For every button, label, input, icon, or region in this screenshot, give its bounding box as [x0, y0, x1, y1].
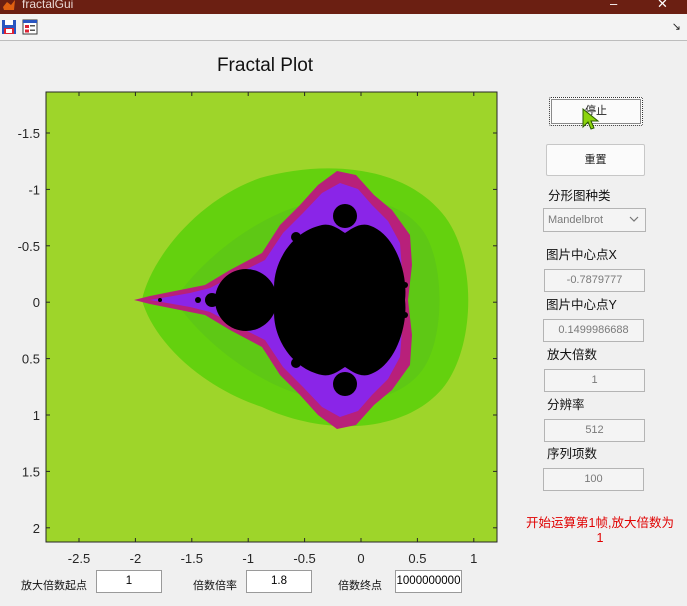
matlab-app-icon	[3, 0, 15, 10]
x-axis: -2.5 -2 -1.5 -1 -0.5 0 0.5 1	[68, 92, 477, 566]
zoom-field[interactable]: 1	[544, 369, 645, 392]
zoom-rate-field[interactable]: 1.8	[246, 570, 312, 593]
terms-field[interactable]: 100	[543, 468, 644, 491]
terms-label: 序列项数	[547, 447, 598, 461]
y-tick-label: 0	[33, 295, 40, 310]
y-tick-label: 2	[33, 521, 40, 536]
close-button[interactable]: ✕	[657, 0, 668, 11]
zoom-end-label: 倍数终点	[338, 580, 382, 592]
x-tick-label: -2	[130, 551, 142, 566]
center-y-field[interactable]: 0.1499986688	[543, 319, 644, 342]
y-tick-label: 0.5	[22, 352, 40, 367]
y-tick-label: -1	[28, 182, 40, 197]
mouse-cursor-icon	[582, 108, 600, 130]
y-axis: -1.5 -1 -0.5 0 0.5 1 1.5 2	[18, 126, 497, 536]
save-icon[interactable]	[1, 19, 17, 35]
y-tick-label: -0.5	[18, 239, 40, 254]
mandelbrot-set	[158, 204, 408, 396]
fractal-type-label: 分形图种类	[548, 189, 611, 203]
y-tick-label: 1.5	[22, 464, 40, 479]
reset-button[interactable]: 重置	[546, 144, 645, 176]
y-tick-label: 1	[33, 408, 40, 423]
center-x-label: 图片中心点X	[546, 248, 617, 262]
zoom-start-field[interactable]: 1	[96, 570, 162, 593]
toolbar: ↘	[0, 14, 687, 41]
window-title: fractalGui	[22, 0, 74, 11]
y-tick-label: -1.5	[18, 126, 40, 141]
zoom-start-label: 放大倍数起点	[21, 580, 87, 592]
dock-arrow-icon[interactable]: ↘	[671, 21, 681, 33]
chevron-down-icon	[629, 216, 639, 222]
x-tick-label: 1	[470, 551, 477, 566]
gui-layout-icon[interactable]	[22, 19, 38, 35]
minimize-button[interactable]: –	[610, 0, 618, 11]
zoom-label: 放大倍数	[547, 348, 598, 362]
x-tick-label: 0.5	[408, 551, 426, 566]
fractal-type-select[interactable]: Mandelbrot	[543, 208, 646, 232]
x-tick-label: -1.5	[181, 551, 203, 566]
x-tick-label: -2.5	[68, 551, 90, 566]
zoom-rate-label: 倍数倍率	[193, 580, 237, 592]
fractal-plot[interactable]: -2.5 -2 -1.5 -1 -0.5 0 0.5 1 -1.5 -1 -0.5 0 0.5 1 1.5…	[0, 85, 520, 585]
plot-title: Fractal Plot	[216, 55, 314, 76]
x-tick-label: -0.5	[293, 551, 315, 566]
center-y-label: 图片中心点Y	[546, 298, 617, 312]
fractal-type-value: Mandelbrot	[548, 214, 604, 226]
resolution-field[interactable]: 512	[544, 419, 645, 442]
center-x-field[interactable]: -0.7879777	[544, 269, 645, 292]
x-tick-label: -1	[242, 551, 254, 566]
axes-frame	[45, 91, 498, 543]
resolution-label: 分辨率	[547, 398, 585, 412]
title-bar: fractalGui – ✕	[0, 0, 687, 14]
x-tick-label: 0	[357, 551, 364, 566]
status-text: 开始运算第1帧,放大倍数为1	[526, 516, 674, 545]
zoom-end-field[interactable]: 1000000000	[395, 570, 462, 593]
